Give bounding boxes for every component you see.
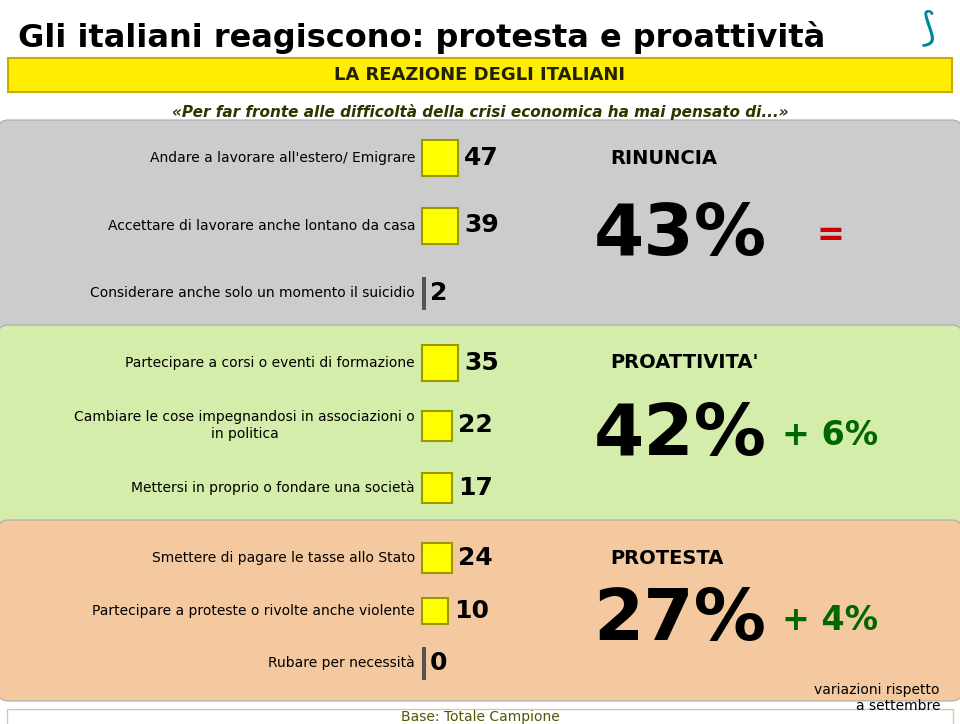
Text: 24: 24 [458,546,492,570]
Text: + 4%: + 4% [782,604,878,637]
Text: «Per far fronte alle difficoltà della crisi economica ha mai pensato di...»: «Per far fronte alle difficoltà della cr… [172,104,788,120]
Text: 35: 35 [464,351,499,375]
Text: variazioni rispetto: variazioni rispetto [814,683,940,697]
Text: 17: 17 [458,476,492,500]
Text: Considerare anche solo un momento il suicidio: Considerare anche solo un momento il sui… [90,286,415,300]
Text: PROTESTA: PROTESTA [610,549,724,568]
Bar [422,543,452,573]
Text: Andare a lavorare all'estero/ Emigrare: Andare a lavorare all'estero/ Emigrare [150,151,415,165]
Bar [422,345,458,381]
Bar [422,277,425,309]
Bar [422,597,448,623]
Text: 43%: 43% [593,201,767,270]
Text: Cambiare le cose impegnandosi in associazioni o
in politica: Cambiare le cose impegnandosi in associa… [74,411,415,441]
Text: Smettere di pagare le tasse allo Stato: Smettere di pagare le tasse allo Stato [152,551,415,565]
Text: 27%: 27% [593,586,766,655]
Text: Partecipare a proteste o rivolte anche violente: Partecipare a proteste o rivolte anche v… [92,604,415,618]
FancyBboxPatch shape [0,120,960,331]
Text: 47: 47 [464,146,499,170]
Bar [422,140,458,176]
FancyBboxPatch shape [7,709,953,724]
Bar [422,473,452,503]
Text: ⟆: ⟆ [921,9,936,47]
Text: 2: 2 [430,281,447,305]
Text: 42%: 42% [593,401,766,470]
Text: Accettare di lavorare anche lontano da casa: Accettare di lavorare anche lontano da c… [108,219,415,232]
Text: 22: 22 [458,413,492,437]
Text: LA REAZIONE DEGLI ITALIANI: LA REAZIONE DEGLI ITALIANI [334,66,626,84]
Text: 39: 39 [464,214,499,237]
FancyBboxPatch shape [0,325,960,526]
Text: + 6%: + 6% [782,419,878,452]
Text: PROATTIVITA': PROATTIVITA' [610,353,758,373]
Text: Partecipare a corsi o eventi di formazione: Partecipare a corsi o eventi di formazio… [126,356,415,370]
Bar [422,411,452,440]
Text: Gli italiani reagiscono: protesta e proattività: Gli italiani reagiscono: protesta e proa… [18,22,826,54]
Bar [422,647,425,679]
FancyBboxPatch shape [8,58,952,92]
FancyBboxPatch shape [0,520,960,701]
Text: 0: 0 [430,651,447,675]
Bar [422,208,458,243]
Text: RINUNCIA: RINUNCIA [610,148,717,167]
Text: Base: Totale Campione: Base: Totale Campione [400,710,560,724]
Text: 10: 10 [454,599,489,623]
Text: =: = [816,219,844,252]
Text: Mettersi in proprio o fondare una società: Mettersi in proprio o fondare una societ… [132,481,415,495]
Text: a settembre: a settembre [855,699,940,713]
Text: Rubare per necessità: Rubare per necessità [268,656,415,670]
